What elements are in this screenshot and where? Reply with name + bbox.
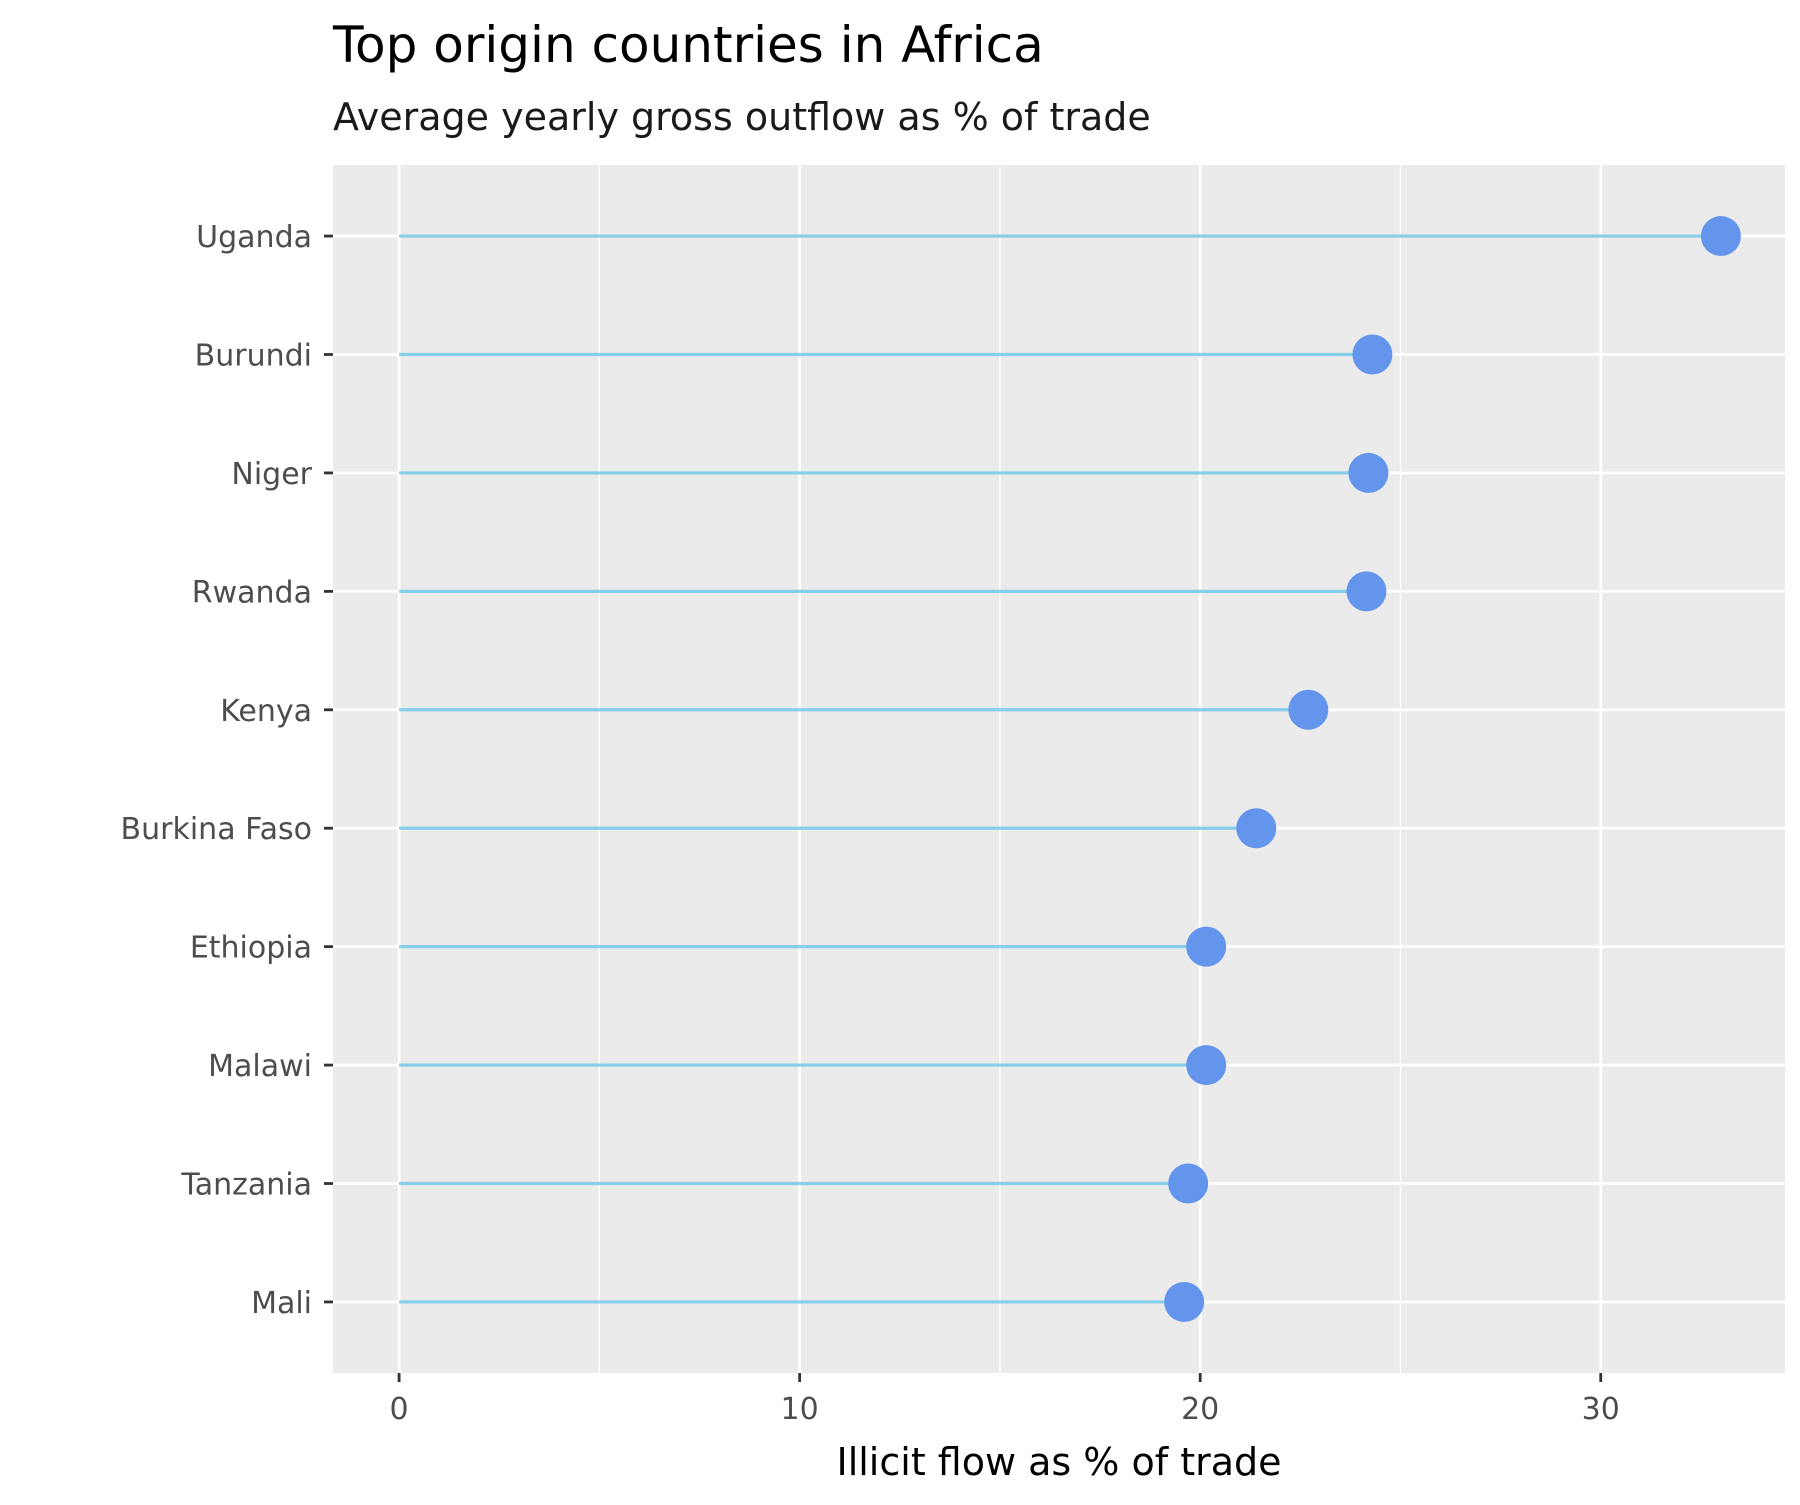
lollipop-point <box>1346 571 1387 612</box>
lollipop-point <box>1236 808 1277 849</box>
x-tick-label: 0 <box>390 1392 409 1427</box>
chart-title: Top origin countries in Africa <box>332 16 1044 74</box>
lollipop-point <box>1168 1163 1209 1204</box>
x-tick-label: 10 <box>781 1392 819 1427</box>
data-marks <box>399 216 1741 1322</box>
y-tick-label: Ethiopia <box>190 931 312 966</box>
lollipop-point <box>1352 334 1393 375</box>
y-tick-label: Niger <box>231 457 312 492</box>
lollipop-point <box>1348 452 1389 493</box>
y-tick-label: Malawi <box>208 1049 312 1084</box>
y-tick-label: Burkina Faso <box>121 812 312 847</box>
y-tick-label: Tanzania <box>180 1168 312 1203</box>
x-tick-label: 30 <box>1582 1392 1620 1427</box>
lollipop-point <box>1288 689 1329 730</box>
chart-subtitle: Average yearly gross outflow as % of tra… <box>333 95 1151 139</box>
y-tick-label: Uganda <box>196 220 312 255</box>
y-tick-label: Rwanda <box>192 575 312 610</box>
lollipop-point <box>1186 926 1227 967</box>
x-tick-label: 20 <box>1181 1392 1219 1427</box>
y-tick-label: Kenya <box>220 694 312 729</box>
lollipop-point <box>1186 1045 1227 1086</box>
lollipop-point <box>1700 216 1741 257</box>
x-axis-title: Illicit flow as % of trade <box>836 1440 1281 1484</box>
y-tick-label: Burundi <box>195 338 312 373</box>
axes: Uganda Burundi Niger Rwanda Kenya Burkina Fas… <box>121 220 1620 1427</box>
lollipop-point <box>1164 1281 1205 1322</box>
y-tick-label: Mali <box>251 1286 312 1321</box>
plot-panel <box>333 165 1785 1373</box>
